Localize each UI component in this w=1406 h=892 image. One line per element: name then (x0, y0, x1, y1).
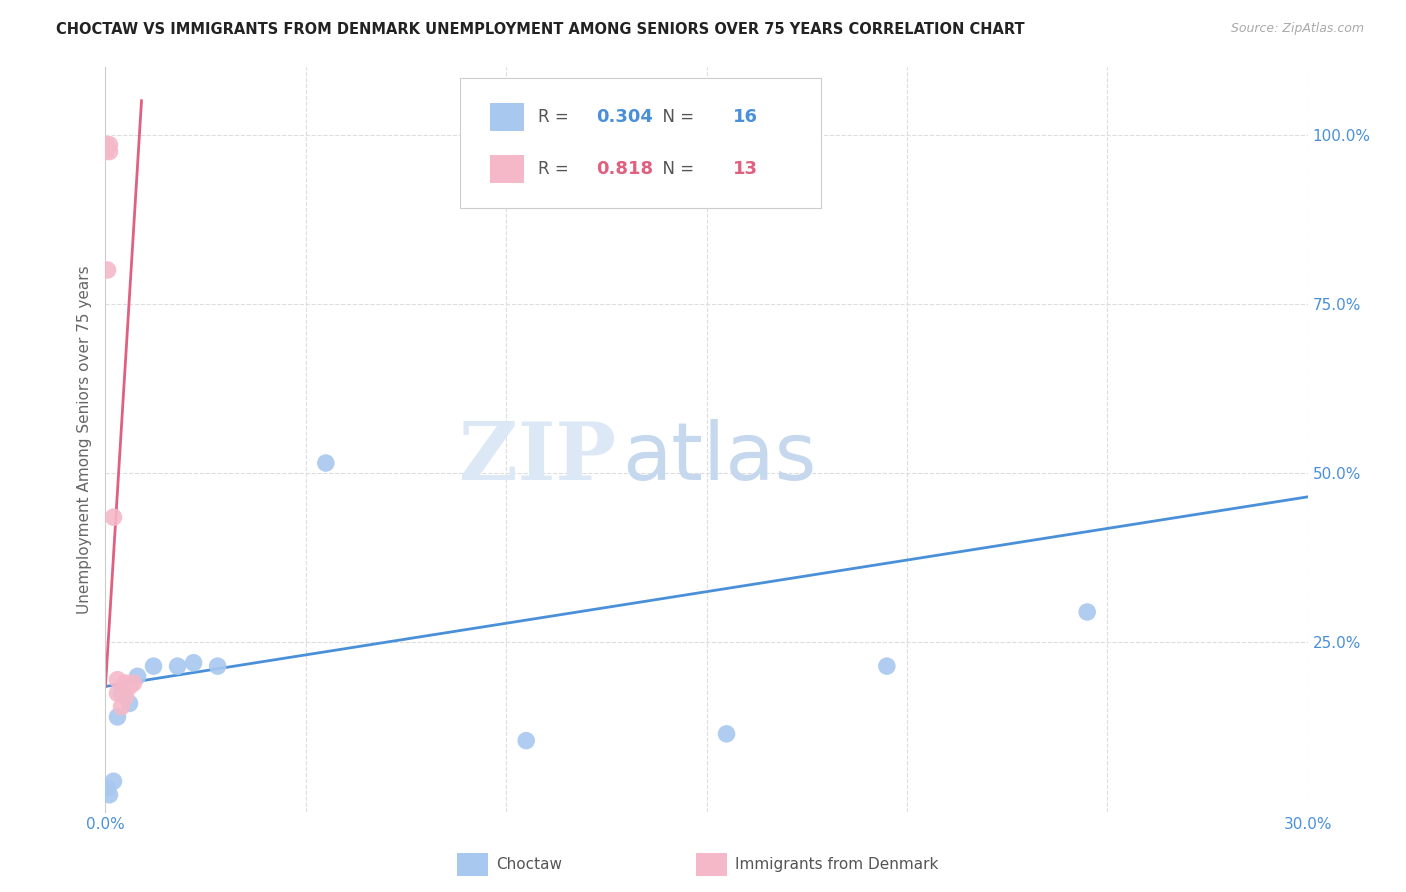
Point (1076, 605, 1098, 619)
Point (127, 669, 149, 683)
Point (107, 686, 129, 700)
Point (96, 263, 118, 277)
Point (96, 780, 118, 795)
Point (118, 697, 141, 711)
FancyBboxPatch shape (460, 78, 821, 209)
Y-axis label: Unemployment Among Seniors over 75 years: Unemployment Among Seniors over 75 years (77, 265, 93, 614)
Text: N =: N = (652, 160, 700, 178)
Text: R =: R = (538, 108, 574, 126)
Point (94, 145, 117, 159)
Point (515, 733, 537, 747)
Text: Immigrants from Denmark: Immigrants from Denmark (735, 857, 939, 871)
Text: Source: ZipAtlas.com: Source: ZipAtlas.com (1230, 22, 1364, 36)
Point (166, 659, 188, 673)
Point (103, 510, 125, 524)
Point (876, 659, 898, 673)
Point (94, 137, 117, 152)
Text: 0.818: 0.818 (596, 160, 652, 178)
Text: N =: N = (652, 108, 700, 126)
Point (122, 676, 145, 690)
Point (110, 699, 132, 714)
Point (98, 788, 121, 802)
Point (98, 145, 121, 159)
Point (118, 680, 141, 694)
Text: R =: R = (538, 160, 574, 178)
Point (114, 676, 136, 690)
FancyBboxPatch shape (696, 853, 727, 876)
Point (98, 137, 121, 152)
Point (207, 659, 229, 673)
Text: 0.304: 0.304 (596, 108, 652, 126)
Point (315, 456, 337, 470)
Text: atlas: atlas (623, 419, 817, 497)
Point (107, 673, 129, 687)
Text: 16: 16 (733, 108, 758, 126)
Point (716, 727, 738, 741)
Point (107, 710, 129, 724)
Text: 13: 13 (733, 160, 758, 178)
Text: CHOCTAW VS IMMIGRANTS FROM DENMARK UNEMPLOYMENT AMONG SENIORS OVER 75 YEARS CORR: CHOCTAW VS IMMIGRANTS FROM DENMARK UNEMP… (56, 22, 1025, 37)
Point (103, 774, 125, 789)
Point (110, 686, 132, 700)
Point (183, 656, 205, 670)
Text: ZIP: ZIP (460, 419, 616, 497)
Point (114, 690, 136, 704)
Text: Choctaw: Choctaw (496, 857, 562, 871)
Point (142, 659, 165, 673)
FancyBboxPatch shape (491, 103, 524, 131)
FancyBboxPatch shape (491, 155, 524, 183)
FancyBboxPatch shape (457, 853, 488, 876)
